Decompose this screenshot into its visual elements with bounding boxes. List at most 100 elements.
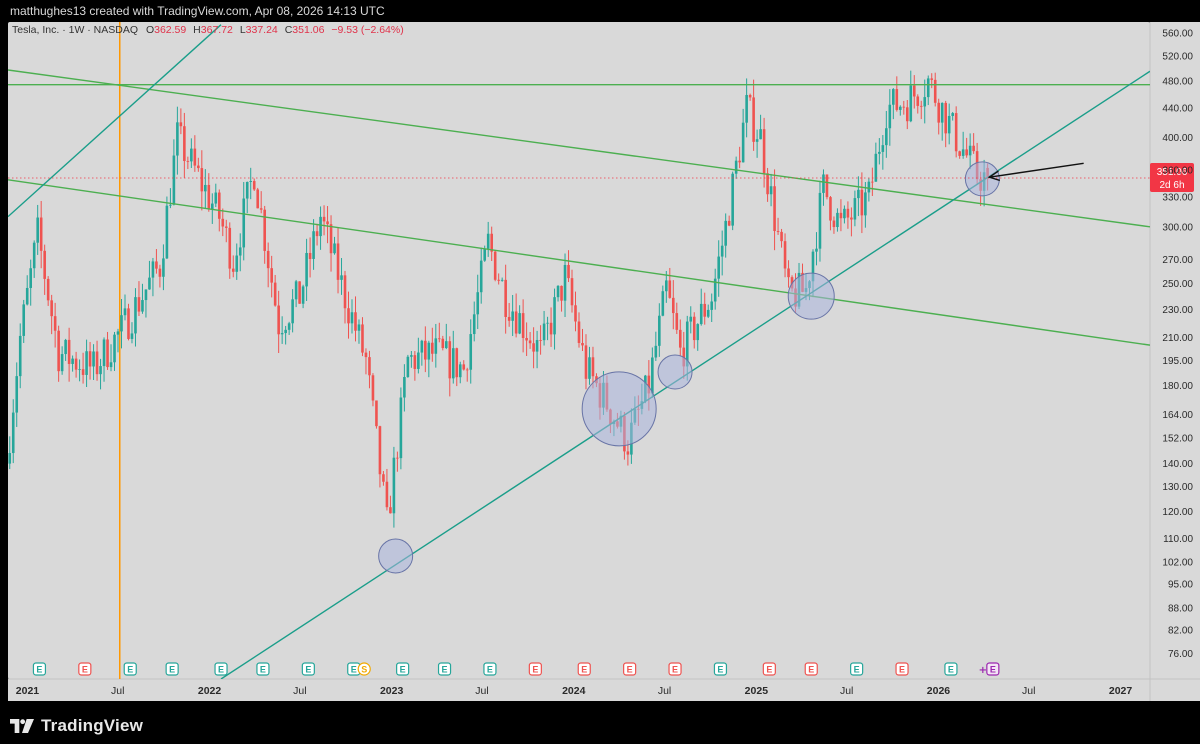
candle-body[interactable] — [364, 352, 368, 358]
candle-body[interactable] — [368, 357, 371, 376]
candle-body[interactable] — [109, 362, 113, 368]
candle-body[interactable] — [326, 221, 329, 225]
candle-body[interactable] — [665, 280, 668, 292]
candle-body[interactable] — [752, 97, 755, 142]
candle-body[interactable] — [871, 181, 874, 183]
earnings-marker-icon[interactable] — [32, 662, 47, 676]
candle-body[interactable] — [542, 323, 546, 341]
earnings-marker-icon[interactable] — [668, 662, 682, 676]
candle-body[interactable] — [291, 299, 294, 324]
earnings-marker-icon[interactable] — [944, 662, 958, 676]
candle-body[interactable] — [242, 198, 246, 248]
candle-body[interactable] — [972, 145, 975, 152]
candle-body[interactable] — [280, 333, 284, 335]
candle-body[interactable] — [221, 218, 225, 227]
candle-body[interactable] — [116, 331, 120, 335]
earnings-marker-icon[interactable] — [437, 662, 452, 676]
candle-body[interactable] — [476, 292, 480, 315]
candle-body[interactable] — [357, 324, 361, 331]
candle-body[interactable] — [207, 184, 211, 210]
candle-body[interactable] — [549, 322, 553, 335]
candle-body[interactable] — [937, 102, 941, 123]
candle-body[interactable] — [731, 173, 734, 226]
price-axis[interactable] — [1150, 22, 1200, 679]
earnings-marker-icon[interactable] — [165, 662, 179, 676]
candle-body[interactable] — [312, 231, 315, 259]
candle-body[interactable] — [885, 128, 888, 146]
candle-body[interactable] — [553, 297, 556, 335]
candle-body[interactable] — [259, 208, 263, 210]
candle-body[interactable] — [483, 248, 487, 261]
candle-body[interactable] — [25, 287, 29, 305]
candle-body[interactable] — [836, 212, 839, 228]
candle-body[interactable] — [769, 186, 773, 195]
candle-body[interactable] — [787, 268, 790, 278]
add-event-icon[interactable]: + — [979, 665, 987, 676]
candle-body[interactable] — [759, 129, 762, 140]
candle-body[interactable] — [67, 339, 71, 364]
candle-body[interactable] — [287, 323, 291, 330]
time-axis[interactable] — [8, 679, 1200, 701]
candle-body[interactable] — [829, 197, 832, 221]
candle-body[interactable] — [462, 364, 466, 370]
candle-body[interactable] — [528, 340, 532, 344]
candle-body[interactable] — [895, 89, 899, 110]
candle-body[interactable] — [818, 192, 822, 249]
candle-body[interactable] — [141, 300, 144, 312]
candle-body[interactable] — [919, 105, 923, 107]
candle-body[interactable] — [815, 248, 818, 252]
candle-body[interactable] — [18, 335, 22, 377]
candle-body[interactable] — [224, 226, 228, 228]
candle-body[interactable] — [713, 278, 717, 302]
highlight-circle[interactable] — [964, 161, 1000, 197]
candle-body[interactable] — [361, 324, 364, 353]
candle-body[interactable] — [846, 208, 850, 218]
candle-body[interactable] — [947, 115, 951, 134]
candle-body[interactable] — [204, 184, 207, 192]
candle-body[interactable] — [857, 189, 860, 199]
candle-body[interactable] — [64, 339, 67, 355]
candle-body[interactable] — [556, 285, 560, 298]
candle-body[interactable] — [53, 316, 57, 331]
candle-body[interactable] — [692, 316, 696, 341]
candle-body[interactable] — [427, 342, 431, 360]
highlight-circle[interactable] — [657, 354, 693, 390]
candle-body[interactable] — [850, 217, 853, 220]
candle-body[interactable] — [298, 281, 301, 304]
candle-body[interactable] — [273, 282, 277, 306]
candle-body[interactable] — [249, 181, 253, 182]
candle-body[interactable] — [71, 358, 74, 364]
candle-body[interactable] — [389, 507, 392, 514]
candle-body[interactable] — [113, 334, 116, 363]
candle-body[interactable] — [137, 297, 141, 312]
candle-body[interactable] — [39, 217, 43, 251]
candle-body[interactable] — [434, 338, 438, 354]
candle-body[interactable] — [860, 189, 864, 216]
candle-body[interactable] — [560, 285, 563, 301]
candle-body[interactable] — [441, 338, 445, 349]
candle-body[interactable] — [905, 107, 909, 122]
candle-body[interactable] — [696, 324, 700, 341]
candle-body[interactable] — [843, 208, 846, 219]
candle-body[interactable] — [431, 342, 434, 354]
candle-body[interactable] — [717, 256, 720, 279]
candle-body[interactable] — [500, 279, 504, 281]
candle-body[interactable] — [354, 312, 357, 331]
candle-body[interactable] — [252, 181, 256, 190]
candle-body[interactable] — [46, 278, 50, 301]
candle-body[interactable] — [853, 198, 857, 220]
candle-body[interactable] — [322, 216, 326, 222]
candle-body[interactable] — [211, 203, 214, 210]
highlight-circle[interactable] — [581, 371, 657, 447]
candle-body[interactable] — [214, 192, 218, 204]
tradingview-branding[interactable]: TradingView — [10, 711, 143, 741]
candle-body[interactable] — [78, 369, 81, 371]
candle-body[interactable] — [878, 151, 881, 154]
candle-body[interactable] — [88, 351, 92, 367]
candle-body[interactable] — [99, 366, 102, 375]
highlight-circle[interactable] — [378, 538, 414, 574]
candle-body[interactable] — [469, 334, 473, 370]
candle-body[interactable] — [294, 281, 298, 300]
candle-body[interactable] — [563, 264, 567, 301]
candle-body[interactable] — [144, 289, 148, 301]
